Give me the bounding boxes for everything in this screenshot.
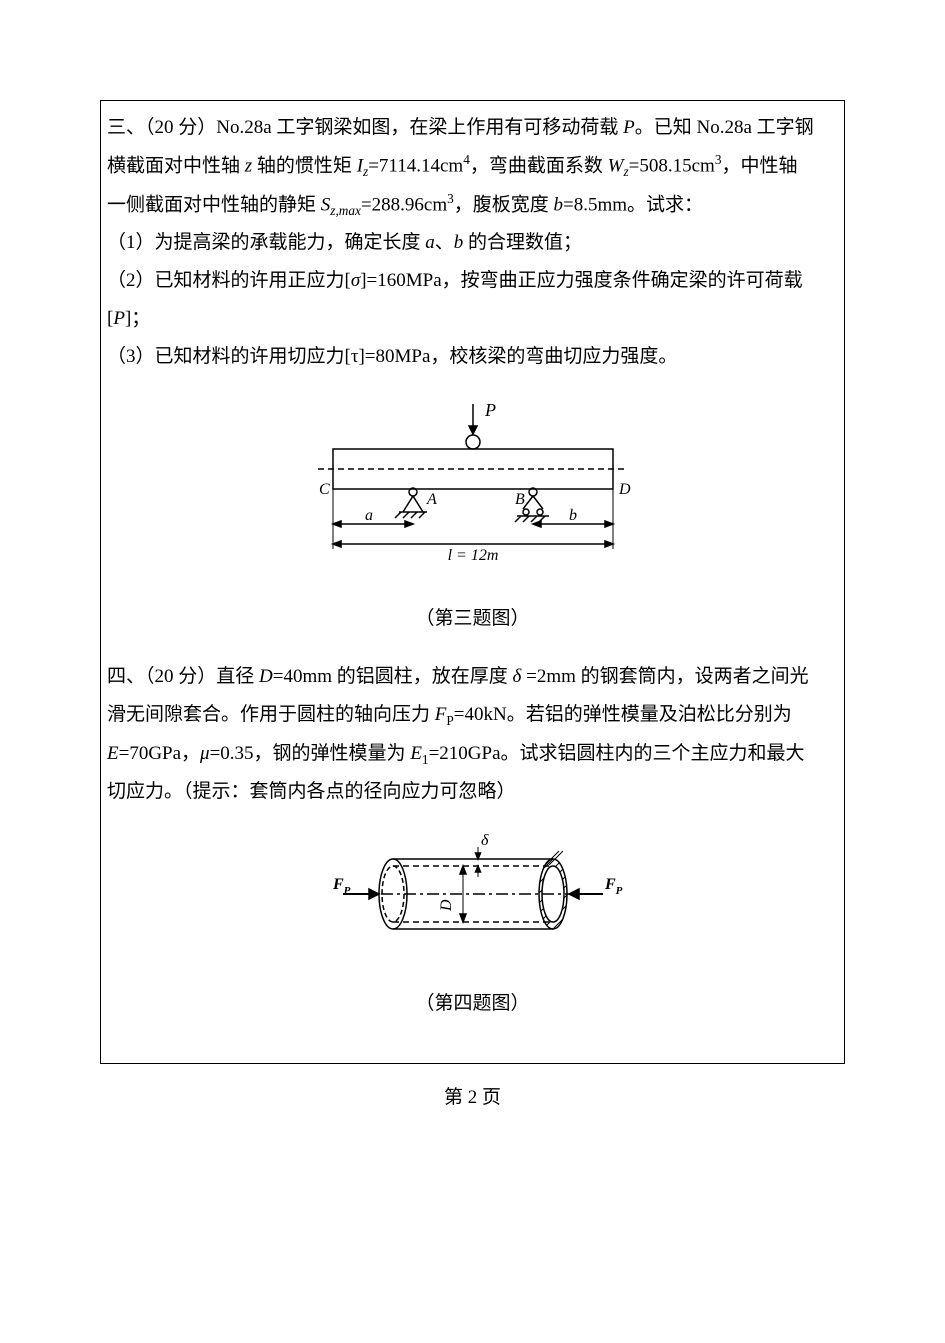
q3-l3c: =288.96cm xyxy=(361,194,447,215)
q3-l2f: 4 xyxy=(463,152,470,167)
q3-l3a: 一侧截面对中性轴的静矩 xyxy=(107,194,321,215)
q3-text-line1: 三、（20 分）No.28a 工字钢梁如图，在梁上作用有可移动荷载 P。已知 N… xyxy=(107,109,838,147)
q3-i1d: b xyxy=(454,232,464,253)
q3-i2a: （2）已知材料的许用正应力[ xyxy=(107,270,351,291)
q4-l1b: D xyxy=(259,666,273,687)
q3-fig-C: C xyxy=(319,481,330,498)
q4-text-line3: E=70GPa，μ=0.35，钢的弹性模量为 E1=210GPa。试求铝圆柱内的… xyxy=(107,735,838,773)
page-footer: 第 2 页 xyxy=(100,1082,845,1109)
q3-figure: P C D xyxy=(107,394,838,579)
q4-l1c: =40mm 的铝圆柱，放在厚度 xyxy=(273,666,513,687)
q4-l2c: =40kN。若铝的弹性模量及泊松比分别为 xyxy=(454,704,792,725)
q4-fig-D: D xyxy=(438,899,455,912)
q3-l3b: S xyxy=(321,194,331,215)
q4-l1e: =2mm 的钢套筒内，设两者之间光 xyxy=(521,666,808,687)
q3-l2h: W xyxy=(608,155,624,176)
q3-i3a: （3）已知材料的许用切应力[τ]=80MPa，校核梁的弯曲切应力强度。 xyxy=(107,346,677,367)
q3-l3f: b xyxy=(554,194,564,215)
q3-l3g: =8.5mm。试求： xyxy=(563,194,703,215)
q4-fig-delta: δ xyxy=(481,832,489,849)
q4-fig-Fp-left: FP xyxy=(332,876,351,897)
q3-l1c: 。已知 No.28a 工字钢 xyxy=(635,117,814,138)
q4-l3e: E xyxy=(410,743,422,764)
q4-text-line1: 四、（20 分）直径 D=40mm 的铝圆柱，放在厚度 δ =2mm 的钢套筒内… xyxy=(107,658,838,696)
q3-i2e: P xyxy=(113,308,125,329)
q4-l3c: μ xyxy=(200,743,210,764)
page: 三、（20 分）No.28a 工字钢梁如图，在梁上作用有可移动荷载 P。已知 N… xyxy=(0,0,945,1149)
content-frame: 三、（20 分）No.28a 工字钢梁如图，在梁上作用有可移动荷载 P。已知 N… xyxy=(100,100,845,1064)
q3-item2b-line: [P]； xyxy=(107,300,838,338)
q3-item1: （1）为提高梁的承载能力，确定长度 a、b 的合理数值； xyxy=(107,224,838,262)
q4-l3esub: 1 xyxy=(422,752,429,767)
q3-fig-A: A xyxy=(426,491,437,508)
q4-figure: FP FP D δ xyxy=(107,829,838,964)
q4-text-line2: 滑无间隙套合。作用于圆柱的轴向压力 FP=40kN。若铝的弹性模量及泊松比分别为 xyxy=(107,696,838,734)
q3-text-line2: 横截面对中性轴 z 轴的惯性矩 Iz=7114.14cm4，弯曲截面系数 Wz=… xyxy=(107,147,838,186)
q4-fig-Fp-right: FP xyxy=(604,876,623,897)
q4-l4a: 切应力。（提示：套筒内各点的径向应力可忽略） xyxy=(107,781,516,802)
q3-l3d: 3 xyxy=(447,191,454,206)
q3-l2g: ，弯曲截面系数 xyxy=(470,155,608,176)
q3-l1a: 三、（20 分）No.28a 工字钢梁如图，在梁上作用有可移动荷载 xyxy=(107,117,623,138)
q3-l2a: 横截面对中性轴 xyxy=(107,155,245,176)
q3-l2e: =7114.14cm xyxy=(368,155,463,176)
q4-l3a: E xyxy=(107,743,119,764)
q3-fig-P: P xyxy=(484,400,496,420)
q3-l2i: =508.15cm xyxy=(629,155,715,176)
q4-figure-svg: FP FP D δ xyxy=(303,829,643,959)
q3-l1b: P xyxy=(623,117,635,138)
q3-i2b: σ xyxy=(351,270,360,291)
q3-fig-D: D xyxy=(618,481,631,498)
q3-fig-a: a xyxy=(365,507,373,524)
q3-l3e: ，腹板宽度 xyxy=(454,194,554,215)
q4-l1a: 四、（20 分）直径 xyxy=(107,666,259,687)
q3-l3bsub: z,max xyxy=(330,203,361,218)
q3-i1c: 、 xyxy=(435,232,454,253)
q3-figure-svg: P C D xyxy=(293,394,653,574)
q3-fig-B: B xyxy=(515,491,525,508)
q3-l2c: 轴的惯性矩 xyxy=(252,155,357,176)
q3-fig-b: b xyxy=(569,507,577,524)
q4-l3f: =210GPa。试求铝圆柱内的三个主应力和最大 xyxy=(429,743,805,764)
q3-i2c: ]=160MPa，按弯曲正应力强度条件确定梁的许可荷载 xyxy=(360,270,802,291)
q3-item3: （3）已知材料的许用切应力[τ]=80MPa，校核梁的弯曲切应力强度。 xyxy=(107,338,838,376)
q4-l2a: 滑无间隙套合。作用于圆柱的轴向压力 xyxy=(107,704,435,725)
q3-i1a: （1）为提高梁的承载能力，确定长度 xyxy=(107,232,425,253)
q4-l3b: =70GPa， xyxy=(119,743,200,764)
q4-l3d: =0.35，钢的弹性模量为 xyxy=(210,743,411,764)
q3-text-line3: 一侧截面对中性轴的静矩 Sz,max=288.96cm3，腹板宽度 b=8.5m… xyxy=(107,186,838,225)
q3-l2k: ，中性轴 xyxy=(721,155,797,176)
q3-item2: （2）已知材料的许用正应力[σ]=160MPa，按弯曲正应力强度条件确定梁的许可… xyxy=(107,262,838,300)
q4-l2b: F xyxy=(435,704,447,725)
q3-i1e: 的合理数值； xyxy=(463,232,582,253)
q3-i2f: ]； xyxy=(125,308,150,329)
q3-caption: （第三题图） xyxy=(107,603,838,630)
q4-l2bsub: P xyxy=(446,713,453,728)
q3-fig-l: l = 12m xyxy=(447,547,498,564)
q4-text-line4: 切应力。（提示：套筒内各点的径向应力可忽略） xyxy=(107,773,838,811)
q3-i1b: a xyxy=(425,232,435,253)
q4-caption: （第四题图） xyxy=(107,988,838,1015)
